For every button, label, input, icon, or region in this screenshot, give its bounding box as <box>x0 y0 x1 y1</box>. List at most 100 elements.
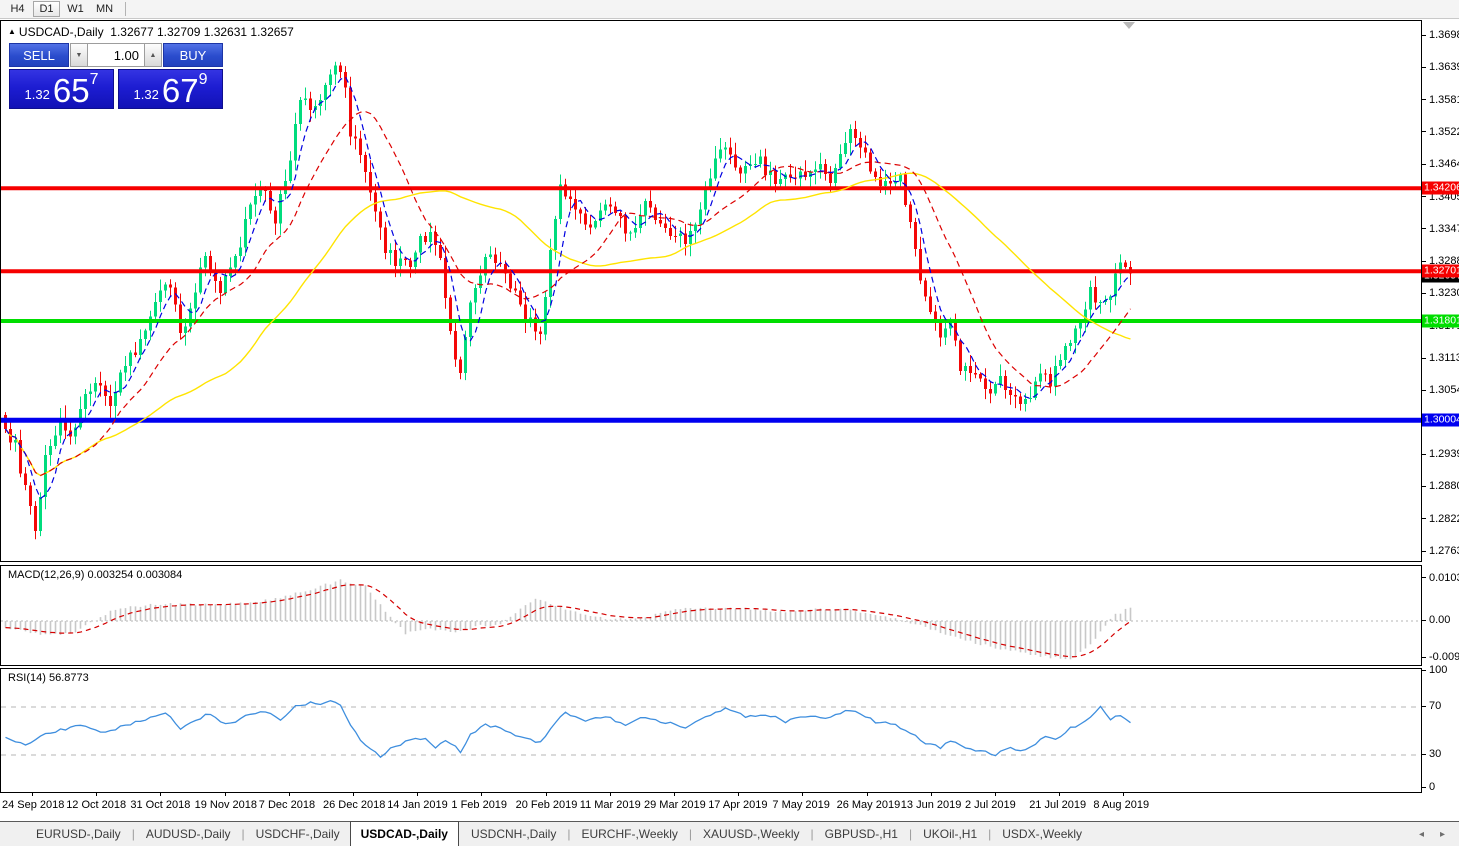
axis-tick-mark <box>1422 357 1426 359</box>
axis-tick-label: 0.010311 <box>1429 571 1459 584</box>
date-axis-label: 11 Mar 2019 <box>579 799 641 811</box>
axis-tick-label: 100 <box>1429 664 1448 676</box>
date-tick-mark <box>224 793 226 796</box>
axis-tick-label: 30 <box>1429 748 1442 760</box>
date-axis: 24 Sep 2018 12 Oct 2018 31 Oct 2018 19 Nov … <box>0 793 1422 820</box>
axis-tick-mark <box>1422 550 1426 552</box>
date-axis-label: 13 Jun 2019 <box>900 799 962 811</box>
axis-tick-mark <box>1422 453 1426 455</box>
axis-tick-mark <box>1422 228 1426 230</box>
sell-price-panel[interactable]: 1.32 65 7 <box>9 69 114 109</box>
axis-tick-mark <box>1422 656 1426 658</box>
buy-button[interactable]: BUY <box>163 43 223 67</box>
timeframe-toolbar: H4 D1 W1 MN <box>0 0 1459 19</box>
chart-tab-ukoil[interactable]: UKOil-,H1 <box>923 827 978 841</box>
price-axis: 1.369801.363951.358101.352251.346401.340… <box>1422 20 1459 793</box>
date-tick-mark <box>930 793 932 796</box>
chart-tab-bar: EURUSD-,Daily | AUDUSD-,Daily | USDCHF-,Dail… <box>0 820 1459 846</box>
tab-separator: | <box>908 827 913 841</box>
rsi-indicator-pane: RSI(14) 56.8773 <box>0 668 1422 793</box>
timeframe-button-h4[interactable]: H4 <box>10 3 25 15</box>
macd-chart-canvas[interactable] <box>1 566 1421 665</box>
axis-tick-label: 1.35810 <box>1429 93 1459 106</box>
axis-tick-mark <box>1422 131 1426 133</box>
tab-scroll-left-icon[interactable]: ◂ <box>1418 828 1424 840</box>
chart-tab-gbpusd[interactable]: GBPUSD-,H1 <box>824 827 898 841</box>
sell-button[interactable]: SELL <box>9 43 69 67</box>
axis-tick-label: 1.29390 <box>1429 448 1459 461</box>
axis-tick-mark <box>1422 66 1426 68</box>
date-axis-label: 31 Oct 2018 <box>130 799 191 811</box>
timeframe-button-mn[interactable]: MN <box>95 3 114 15</box>
chart-tab-audusd[interactable]: AUDUSD-,Daily <box>145 827 231 841</box>
tab-separator: | <box>810 827 814 841</box>
date-tick-mark <box>545 793 547 796</box>
rsi-chart-canvas[interactable] <box>1 669 1421 792</box>
chart-tab-eurchf[interactable]: EURCHF-,Weekly <box>581 827 678 841</box>
axis-tick-mark <box>1422 163 1426 165</box>
date-tick-mark <box>481 793 483 796</box>
one-click-trading-widget: SELL ▼ ▲ BUY 1.32 65 7 1.32 67 9 <box>9 43 223 109</box>
trade-prices-row: 1.32 65 7 1.32 67 9 <box>9 69 223 109</box>
date-axis-label: 8 Aug 2019 <box>1093 799 1150 811</box>
date-axis-label: 26 May 2019 <box>836 799 901 811</box>
axis-tick-label: 1.36395 <box>1429 61 1459 74</box>
date-axis-label: 14 Jan 2019 <box>387 799 448 811</box>
date-axis-label: 12 Oct 2018 <box>66 799 127 811</box>
date-tick-mark <box>995 793 996 796</box>
sell-price-big: 65 <box>52 72 90 109</box>
axis-tick-label: 1.28805 <box>1429 480 1459 493</box>
chart-tab-eurusd[interactable]: EURUSD-,Daily <box>36 827 121 841</box>
date-tick-mark <box>160 793 162 796</box>
buy-price-prefix: 1.32 <box>133 87 159 102</box>
volume-input[interactable] <box>88 43 144 67</box>
date-axis-label: 20 Feb 2019 <box>515 799 578 811</box>
price-chart-canvas[interactable] <box>1 21 1421 561</box>
tab-scroll-right-icon[interactable]: ▸ <box>1439 828 1445 840</box>
chart-tab-usdx[interactable]: USDX-,Weekly <box>1002 827 1083 841</box>
tab-separator: | <box>131 827 135 841</box>
rsi-label: RSI(14) 56.8773 <box>8 672 89 684</box>
macd-label: MACD(12,26,9) 0.003254 0.003084 <box>8 569 183 581</box>
trade-controls-row: SELL ▼ ▲ BUY <box>9 43 223 67</box>
date-axis-label: 2 Jul 2019 <box>965 799 1016 811</box>
axis-tick-label: 70 <box>1429 700 1442 712</box>
chart-tab-xauusd[interactable]: XAUUSD-,Weekly <box>703 827 800 841</box>
date-axis-label: 7 May 2019 <box>772 799 830 811</box>
chart-shift-marker-icon <box>1123 22 1135 29</box>
axis-tick-label: 0.00 <box>1429 614 1451 626</box>
date-axis-label: 26 Dec 2018 <box>323 799 386 811</box>
axis-tick-mark <box>1422 99 1426 101</box>
axis-tick-mark <box>1422 619 1426 621</box>
buy-price-panel[interactable]: 1.32 67 9 <box>118 69 223 109</box>
sell-price-prefix: 1.32 <box>24 87 50 102</box>
axis-tick-label: 0 <box>1429 781 1436 793</box>
axis-tick-mark <box>1422 786 1426 788</box>
axis-tick-mark <box>1422 196 1426 198</box>
date-tick-mark <box>1059 793 1061 796</box>
volume-increase-button[interactable]: ▲ <box>144 43 162 67</box>
chart-tab-usdchf[interactable]: USDCHF-,Daily <box>255 827 340 841</box>
axis-tick-mark <box>1422 753 1426 755</box>
sell-price-sup: 7 <box>89 71 99 88</box>
timeframe-button-d1[interactable]: D1 <box>33 1 60 17</box>
price-chart-pane: ▲ USDCAD-,Daily 1.32677 1.32709 1.32631 1… <box>0 20 1422 562</box>
date-axis-label: 21 Jul 2019 <box>1029 799 1087 811</box>
chart-tab-usdcad[interactable]: USDCAD-,Daily <box>349 820 459 846</box>
chart-tab-usdcnh[interactable]: USDCNH-,Daily <box>470 827 557 841</box>
level-price-label: 1.30004 <box>1422 413 1459 427</box>
axis-tick-mark <box>1422 292 1426 294</box>
date-axis-label: 17 Apr 2019 <box>708 799 768 811</box>
date-tick-mark <box>353 793 354 796</box>
axis-tick-label: 1.27635 <box>1429 545 1459 558</box>
tab-separator: | <box>567 827 571 841</box>
axis-tick-label: 1.34640 <box>1429 158 1459 171</box>
date-tick-mark <box>674 793 675 796</box>
axis-tick-mark <box>1422 485 1426 487</box>
chart-ohlc-values: 1.32677 1.32709 1.32631 1.32657 <box>110 25 294 39</box>
timeframe-button-w1[interactable]: W1 <box>67 3 84 15</box>
date-axis-label: 1 Feb 2019 <box>451 799 508 811</box>
date-tick-mark <box>417 793 419 796</box>
volume-decrease-button[interactable]: ▼ <box>70 43 88 67</box>
axis-tick-label: 1.36980 <box>1429 29 1459 41</box>
